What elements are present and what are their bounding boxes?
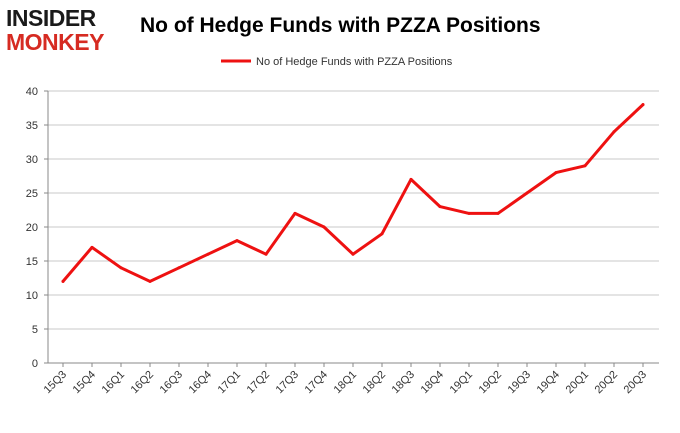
x-tick-label: 19Q2	[477, 369, 505, 397]
x-tick-label: 20Q2	[593, 369, 621, 397]
grid-lines	[44, 90, 659, 364]
y-tick-label: 35	[26, 120, 38, 132]
data-point	[525, 191, 529, 195]
x-tick-label: 15Q3	[42, 369, 70, 397]
x-tick-label: 17Q2	[245, 369, 273, 397]
x-tick-label: 19Q3	[506, 369, 534, 397]
x-tick-label: 18Q1	[332, 369, 360, 397]
x-tick-label: 18Q2	[361, 369, 389, 397]
data-point	[148, 279, 152, 283]
x-tick-label: 17Q3	[274, 369, 302, 397]
data-point	[90, 245, 94, 249]
legend-label: No of Hedge Funds with PZZA Positions	[256, 56, 453, 68]
x-tick-label: 15Q4	[71, 369, 99, 397]
x-tick-label: 17Q4	[303, 369, 331, 397]
data-point	[583, 164, 587, 168]
data-point	[641, 103, 645, 107]
data-point	[177, 266, 181, 270]
x-tick-label: 20Q1	[564, 369, 592, 397]
x-tick-label: 16Q2	[129, 369, 157, 397]
x-tick-label: 18Q3	[390, 369, 418, 397]
data-point	[380, 232, 384, 236]
y-tick-label: 5	[32, 324, 38, 336]
data-point	[612, 130, 616, 134]
data-point	[438, 205, 442, 209]
data-point	[293, 211, 297, 215]
data-point	[351, 252, 355, 256]
x-tick-label: 19Q1	[448, 369, 476, 397]
data-point	[206, 252, 210, 256]
y-tick-label: 30	[26, 154, 38, 166]
data-point	[496, 211, 500, 215]
x-tick-label: 19Q4	[535, 369, 563, 397]
y-tick-label: 25	[26, 188, 38, 200]
x-tick-label: 17Q1	[216, 369, 244, 397]
data-point	[61, 279, 65, 283]
logo-line-2: MONKEY	[6, 29, 104, 55]
data-point	[554, 171, 558, 175]
data-point	[235, 239, 239, 243]
y-tick-label: 20	[26, 222, 38, 234]
data-point	[264, 252, 268, 256]
chart-title: No of Hedge Funds with PZZA Positions	[140, 14, 541, 37]
x-tick-label: 16Q1	[100, 369, 128, 397]
x-tick-labels: 15Q3 15Q4 16Q1 16Q2 16Q3 16Q4 17Q1 17Q2 17Q3 17Q4…	[42, 363, 650, 397]
data-point	[119, 266, 123, 270]
x-tick-label: 16Q3	[158, 369, 186, 397]
x-tick-label: 18Q4	[419, 369, 447, 397]
logo-line-1: INSIDER	[6, 5, 96, 31]
y-tick-label: 15	[26, 256, 38, 268]
y-tick-label: 0	[32, 358, 38, 370]
data-point	[409, 177, 413, 181]
series-lines	[61, 103, 645, 283]
insider-monkey-logo: INSIDER MONKEY	[6, 6, 126, 56]
data-point	[322, 225, 326, 229]
y-tick-label: 40	[26, 86, 38, 98]
x-tick-label: 20Q3	[622, 369, 650, 397]
x-tick-label: 16Q4	[187, 369, 215, 397]
legend: No of Hedge Funds with PZZA Positions	[221, 56, 453, 68]
y-tick-labels: 0 5 10 15 20 25 30 35 40	[26, 86, 38, 370]
y-tick-label: 10	[26, 290, 38, 302]
data-point	[467, 211, 471, 215]
